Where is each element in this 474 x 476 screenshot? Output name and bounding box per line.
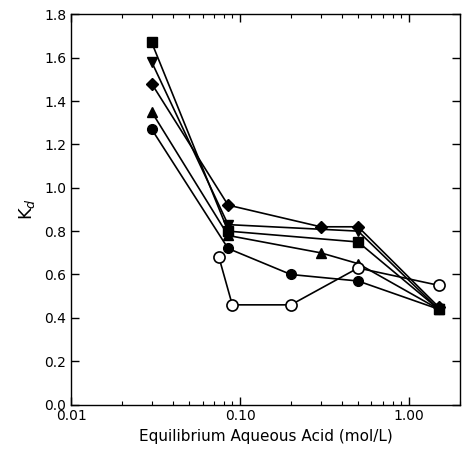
- X-axis label: Equilibrium Aqueous Acid (mol/L): Equilibrium Aqueous Acid (mol/L): [138, 429, 392, 444]
- Y-axis label: K$_d$: K$_d$: [17, 198, 37, 220]
